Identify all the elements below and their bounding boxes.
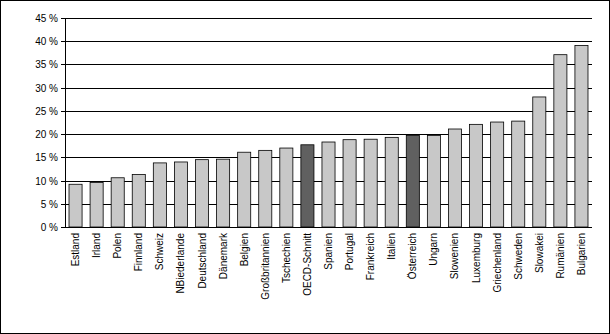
tick-label: 5 % xyxy=(41,199,58,210)
bar xyxy=(153,163,166,227)
tick-mark xyxy=(61,111,65,112)
tick-label: 10 % xyxy=(35,176,58,187)
bar xyxy=(280,148,293,227)
grid-line xyxy=(65,64,592,65)
tick-label: 15 % xyxy=(35,152,58,163)
bar xyxy=(195,160,208,227)
bar xyxy=(427,136,440,227)
category-label: Griechenland xyxy=(492,233,503,292)
grid-line xyxy=(65,88,592,89)
bar xyxy=(364,139,377,227)
bar xyxy=(448,129,461,227)
tick-mark xyxy=(61,88,65,89)
tick-mark xyxy=(61,181,65,182)
category-label: Slowenien xyxy=(449,233,460,279)
bar xyxy=(470,124,483,227)
bar xyxy=(491,122,504,227)
grid-line xyxy=(65,227,592,228)
grid-line xyxy=(65,111,592,112)
category-label: Portugal xyxy=(344,233,355,270)
tick-label: 20 % xyxy=(35,129,58,140)
tick-mark xyxy=(61,157,65,158)
chart: 0 % 5 % 10 % 15 % 20 % 25 % 30 % 35 % 40 % 45 % Es… xyxy=(0,0,610,334)
tick-mark xyxy=(61,134,65,135)
category-label: Dänemark xyxy=(218,232,229,279)
tick-mark xyxy=(61,41,65,42)
y-axis xyxy=(65,18,66,227)
tick-label: 0 % xyxy=(41,222,58,233)
category-label: Estland xyxy=(70,233,81,266)
bar xyxy=(301,145,314,227)
tick-mark xyxy=(61,227,65,228)
bar xyxy=(533,97,546,227)
grid-line xyxy=(65,18,592,19)
category-label: Irland xyxy=(91,233,102,258)
category-label: Luxemburg xyxy=(471,233,482,283)
tick-label: 40 % xyxy=(35,36,58,47)
frame xyxy=(1,1,610,334)
tick-mark xyxy=(61,18,65,19)
category-label: Frankreich xyxy=(365,233,376,280)
bar xyxy=(343,140,356,227)
bar xyxy=(69,184,82,227)
category-label: Spanien xyxy=(323,233,334,270)
category-label: Italien xyxy=(386,233,397,260)
tick-label: 30 % xyxy=(35,83,58,94)
category-label: Österreich xyxy=(407,233,418,279)
bar xyxy=(132,175,145,227)
tick-mark xyxy=(61,64,65,65)
category-label: Ungarn xyxy=(428,233,439,266)
category-label: Bulgarien xyxy=(576,233,587,275)
bar xyxy=(90,182,103,227)
category-label: Schweden xyxy=(513,233,524,280)
bar xyxy=(575,45,588,227)
bar xyxy=(406,136,419,227)
tick-mark xyxy=(61,204,65,205)
category-label: Deutschland xyxy=(197,233,208,289)
bar xyxy=(512,121,525,227)
category-label: Rumänien xyxy=(555,233,566,279)
category-label: Finnland xyxy=(133,233,144,271)
bar xyxy=(385,137,398,227)
category-label: Tschechien xyxy=(281,233,292,283)
bar xyxy=(217,159,230,227)
tick-label: 35 % xyxy=(35,59,58,70)
category-label: Belgien xyxy=(239,233,250,266)
category-label: Schweiz xyxy=(154,233,165,270)
category-label: NBiederlande xyxy=(175,233,186,294)
category-label: Slowakei xyxy=(534,233,545,273)
grid-line xyxy=(65,41,592,42)
bar xyxy=(259,150,272,227)
bar xyxy=(174,162,187,227)
tick-label: 45 % xyxy=(35,13,58,24)
bar xyxy=(238,152,251,227)
bar xyxy=(322,142,335,227)
category-label: OECD-Schnitt xyxy=(302,233,313,296)
category-label: Polen xyxy=(112,233,123,259)
bars xyxy=(69,45,588,227)
bar xyxy=(111,178,124,227)
tick-label: 25 % xyxy=(35,106,58,117)
category-label: Großbritannien xyxy=(260,233,271,300)
bar xyxy=(554,55,567,227)
